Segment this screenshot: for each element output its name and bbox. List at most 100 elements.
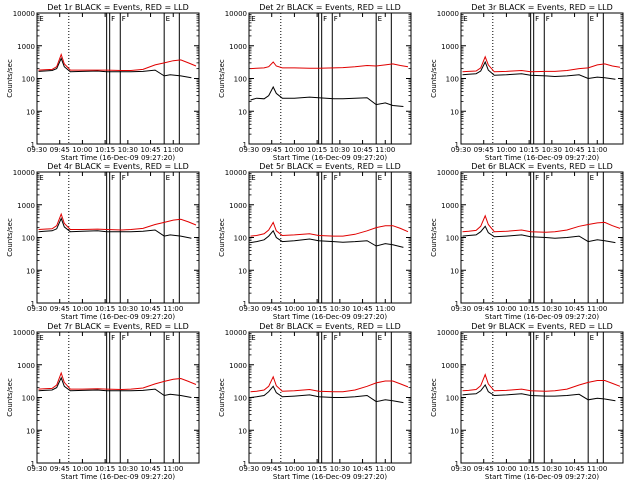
panel-2-xtick-label: 10:30 (330, 146, 350, 154)
panel-7-marker-f: F (122, 334, 126, 342)
panel-9-ylabel: Counts/sec (430, 378, 438, 417)
panel-5-series-lld (250, 221, 409, 237)
panel-2-series-lld (250, 61, 409, 70)
panel-6-xtick-label: 10:15 (519, 305, 539, 313)
panel-1-ytick-label: 1000 (17, 43, 35, 51)
panel-1-xtick-label: 10:30 (118, 146, 138, 154)
panel-7-ylabel: Counts/sec (6, 378, 14, 417)
panel-3-marker-f: F (546, 15, 550, 23)
panel-8-marker-e: E (378, 334, 382, 342)
panel-4-xtick-label: 09:45 (50, 305, 70, 313)
panel-1-series-events (38, 57, 192, 79)
panel-6-ylabel: Counts/sec (430, 218, 438, 257)
panel-9-xtick-label: 11:00 (587, 465, 607, 473)
panel-7-marker-e: E (39, 334, 43, 342)
panel-5-ytick-label: 1 (243, 300, 247, 308)
panel-4-ytick-label: 100 (22, 235, 35, 243)
panel-3-marker-e: E (590, 15, 594, 23)
panel-7-xtick-label: 10:00 (72, 465, 92, 473)
panel-3-ytick-label: 1000 (441, 43, 459, 51)
panel-6-ytick-label: 1000 (441, 202, 459, 210)
panel-4-ytick-label: 1000 (17, 202, 35, 210)
panel-3-xtick-label: 09:30 (451, 146, 471, 154)
panel-4-xtick-label: 10:00 (72, 305, 92, 313)
panel-5-xtick-label: 09:45 (262, 305, 282, 313)
panel-1-xtick-label: 11:00 (163, 146, 183, 154)
panel-9-ytick-label: 10 (450, 427, 459, 435)
panel-2-marker-f: F (323, 15, 327, 23)
panel-8-series-events (250, 385, 404, 404)
panel-8-title: Det 8r BLACK = Events, RED = LLD (259, 322, 401, 331)
panel-3-series-lld (462, 55, 621, 73)
panel-1-ytick-label: 10 (26, 108, 35, 116)
panel-6-ytick-label: 1 (455, 300, 459, 308)
panel-8-xtick-label: 09:45 (262, 465, 282, 473)
panel-1-xtick-label: 09:30 (27, 146, 47, 154)
panel-7-xtick-label: 10:15 (95, 465, 115, 473)
panel-7-series-events (38, 376, 192, 398)
panel-1-marker-e: E (166, 15, 170, 23)
panel-2-marker-e: E (251, 15, 255, 23)
panel-5-marker-e: E (378, 174, 382, 182)
panel-9-ytick-label: 100 (446, 395, 459, 403)
panel-3-xtick-label: 10:00 (496, 146, 516, 154)
panel-3-ylabel: Counts/sec (430, 59, 438, 98)
panel-9-xtick-label: 10:45 (564, 465, 584, 473)
panel-7-ytick-label: 1 (31, 460, 35, 468)
panel-4-frame (36, 171, 200, 304)
panel-3-frame (460, 12, 624, 145)
panel-3-ytick-label: 10000 (437, 10, 459, 18)
panel-1-xtick-label: 09:45 (50, 146, 70, 154)
panel-2-xlabel: Start Time (16-Dec-09 09:27:20) (273, 154, 387, 162)
panel-2-xtick-label: 09:30 (239, 146, 259, 154)
panel-5-ytick-label: 100 (234, 235, 247, 243)
panel-2-frame (248, 12, 412, 145)
panel-6-xtick-label: 10:00 (496, 305, 516, 313)
panel-5-xtick-label: 09:30 (239, 305, 259, 313)
panel-8-xtick-label: 10:00 (284, 465, 304, 473)
panel-4-ylabel: Counts/sec (6, 218, 14, 257)
panel-9-xtick-label: 10:00 (496, 465, 516, 473)
panel-8-xtick-label: 09:30 (239, 465, 259, 473)
panel-6-series-events (462, 225, 616, 244)
panel-2-xtick-label: 09:45 (262, 146, 282, 154)
panel-4-ytick-label: 1 (31, 300, 35, 308)
panel-3-ytick-label: 1 (455, 141, 459, 149)
panel-2-ytick-label: 1 (243, 141, 247, 149)
panel-7-xlabel: Start Time (16-Dec-09 09:27:20) (61, 473, 175, 480)
panel-3-xtick-label: 11:00 (587, 146, 607, 154)
panel-9-marker-f: F (546, 334, 550, 342)
panel-1-xtick-label: 10:00 (72, 146, 92, 154)
panel-9-marker-e: E (590, 334, 594, 342)
panel-8-xtick-label: 11:00 (375, 465, 395, 473)
panel-1-series-lld (38, 52, 197, 71)
panel-9-xtick-label: 10:15 (519, 465, 539, 473)
panel-3-series-events (462, 60, 616, 80)
panel-8-ytick-label: 10 (238, 427, 247, 435)
panel-6-xtick-label: 10:30 (542, 305, 562, 313)
panel-5-marker-f: F (323, 174, 327, 182)
panel-1-frame (36, 12, 200, 145)
panel-7-title: Det 7r BLACK = Events, RED = LLD (47, 322, 189, 331)
panel-9-ytick-label: 1 (455, 460, 459, 468)
panel-6-marker-e: E (463, 174, 467, 182)
panel-8-series-lld (250, 375, 409, 393)
panel-7-frame (36, 331, 200, 464)
panel-2-xtick-label: 11:00 (375, 146, 395, 154)
panel-8-xtick-label: 10:15 (307, 465, 327, 473)
panel-1-xtick-label: 10:45 (140, 146, 160, 154)
panel-2-marker-e: E (378, 15, 382, 23)
panel-6-title: Det 6r BLACK = Events, RED = LLD (471, 162, 613, 171)
panel-4-xtick-label: 10:15 (95, 305, 115, 313)
panel-4-series-events (38, 217, 192, 239)
panel-7-marker-e: E (166, 334, 170, 342)
panel-3-title: Det 3r BLACK = Events, RED = LLD (471, 3, 613, 12)
panel-4-xlabel: Start Time (16-Dec-09 09:27:20) (61, 313, 175, 321)
panel-8-marker-f: F (323, 334, 327, 342)
panel-5-marker-f: F (334, 174, 338, 182)
panel-9-xlabel: Start Time (16-Dec-09 09:27:20) (485, 473, 599, 480)
panel-3-xlabel: Start Time (16-Dec-09 09:27:20) (485, 154, 599, 162)
panel-4-marker-f: F (122, 174, 126, 182)
panel-7-series-lld (38, 371, 197, 391)
panel-6-ytick-label: 10 (450, 267, 459, 275)
